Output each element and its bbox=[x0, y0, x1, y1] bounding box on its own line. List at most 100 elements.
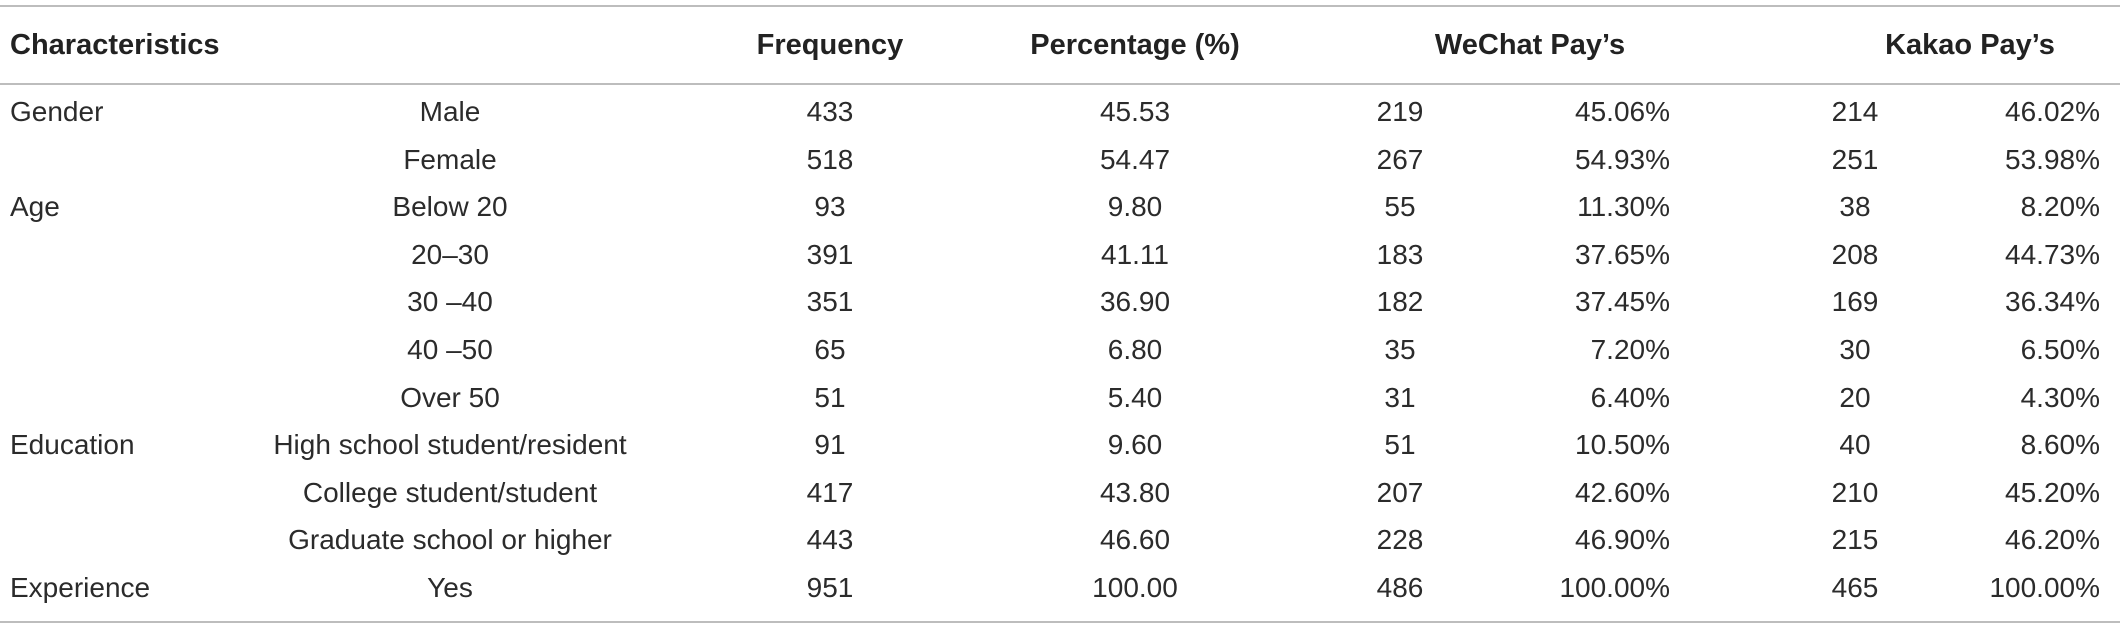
row-category: 40 –50 bbox=[407, 334, 493, 365]
row-category: Yes bbox=[427, 572, 473, 603]
row-wechat-percent: 100.00% bbox=[1559, 572, 1670, 603]
row-group-label: Experience bbox=[10, 572, 151, 603]
row-kakao-percent: 45.20% bbox=[2005, 476, 2100, 508]
row-wechat-percent: 42.60% bbox=[1575, 476, 1670, 508]
row-kakao-percent: 46.20% bbox=[2005, 524, 2100, 556]
table-row: Education High school student/resident 91 9… bbox=[0, 422, 2120, 470]
row-category: High school student/resident bbox=[273, 429, 627, 461]
row-kakao-count: 214 bbox=[1831, 96, 1879, 127]
row-kakao-count: 38 bbox=[1839, 191, 1871, 223]
row-percentage: 100.00 bbox=[1092, 572, 1178, 603]
table-row: 40 –50 65 6.80 35 7.20% 30 6.50% bbox=[0, 327, 2120, 375]
row-percentage: 41.11 bbox=[1101, 238, 1169, 270]
row-percentage: 46.60 bbox=[1099, 524, 1171, 556]
row-kakao-percent: 8.60% bbox=[2020, 429, 2100, 461]
row-kakao-count: 20 bbox=[1839, 381, 1871, 413]
row-wechat-count: 31 bbox=[1384, 381, 1416, 413]
row-wechat-count: 51 bbox=[1384, 429, 1416, 461]
row-group-label: Education bbox=[10, 429, 135, 461]
row-kakao-percent: 53.98% bbox=[2005, 143, 2100, 175]
row-percentage: 45.53 bbox=[1099, 96, 1171, 127]
row-kakao-count: 30 bbox=[1839, 334, 1871, 365]
row-kakao-percent: 36.34% bbox=[2005, 286, 2100, 318]
row-group-label: Gender bbox=[10, 96, 104, 127]
row-frequency: 351 bbox=[806, 286, 854, 318]
row-group-label: Age bbox=[10, 191, 60, 223]
row-kakao-percent: 6.50% bbox=[2020, 334, 2100, 365]
table-row: Gender Male 433 45.53 219 45.06% 214 46.02% bbox=[0, 89, 2120, 137]
row-wechat-count: 55 bbox=[1384, 191, 1416, 223]
table-row: Female 518 54.47 267 54.93% 251 53.98% bbox=[0, 137, 2120, 185]
table-row: 30 –40 351 36.90 182 37.45% 169 36.34% bbox=[0, 279, 2120, 327]
row-percentage: 54.47 bbox=[1099, 143, 1171, 175]
table-row: College student/student 417 43.80 207 42.60%… bbox=[0, 470, 2120, 518]
row-kakao-count: 465 bbox=[1831, 572, 1879, 603]
row-wechat-count: 35 bbox=[1384, 334, 1416, 365]
header-frequency: Frequency bbox=[756, 29, 904, 61]
header-kakao-pay: Kakao Pay’s bbox=[1885, 29, 2055, 61]
row-category: Over 50 bbox=[400, 381, 500, 413]
table-bottom-rule bbox=[0, 621, 2120, 623]
row-wechat-count: 267 bbox=[1376, 143, 1424, 175]
row-category: Graduate school or higher bbox=[288, 524, 612, 556]
table-header-rule bbox=[0, 83, 2120, 85]
table-header-row: Characteristics Frequency Percentage (%)… bbox=[0, 10, 2120, 80]
row-wechat-count: 183 bbox=[1376, 238, 1424, 270]
row-kakao-count: 210 bbox=[1831, 476, 1879, 508]
row-category: Below 20 bbox=[392, 191, 508, 223]
row-frequency: 91 bbox=[814, 429, 846, 461]
row-kakao-percent: 100.00% bbox=[1989, 572, 2100, 603]
row-wechat-percent: 45.06% bbox=[1575, 96, 1670, 127]
row-wechat-count: 207 bbox=[1376, 476, 1424, 508]
row-percentage: 9.80 bbox=[1107, 191, 1163, 223]
header-percentage: Percentage (%) bbox=[1030, 29, 1240, 61]
row-category: Male bbox=[419, 96, 481, 127]
table-top-rule bbox=[0, 5, 2120, 7]
row-wechat-percent: 37.65% bbox=[1575, 238, 1670, 270]
row-wechat-percent: 7.20% bbox=[1590, 334, 1670, 365]
row-kakao-count: 208 bbox=[1831, 238, 1879, 270]
table-row: Graduate school or higher 443 46.60 228 46.9… bbox=[0, 517, 2120, 565]
row-frequency: 518 bbox=[806, 143, 854, 175]
table-row: Over 50 51 5.40 31 6.40% 20 4.30% bbox=[0, 375, 2120, 423]
row-frequency: 51 bbox=[814, 381, 846, 413]
row-kakao-count: 169 bbox=[1831, 286, 1879, 318]
header-characteristics: Characteristics bbox=[10, 29, 220, 61]
row-frequency: 391 bbox=[806, 238, 854, 270]
row-percentage: 6.80 bbox=[1107, 334, 1163, 365]
row-category: College student/student bbox=[302, 476, 598, 508]
row-wechat-percent: 54.93% bbox=[1575, 143, 1670, 175]
row-kakao-percent: 44.73% bbox=[2005, 238, 2100, 270]
row-frequency: 93 bbox=[814, 191, 846, 223]
row-frequency: 951 bbox=[806, 572, 854, 603]
row-wechat-count: 182 bbox=[1376, 286, 1424, 318]
row-frequency: 433 bbox=[806, 96, 854, 127]
row-wechat-percent: 11.30% bbox=[1577, 191, 1670, 223]
row-percentage: 36.90 bbox=[1099, 286, 1171, 318]
row-frequency: 65 bbox=[814, 334, 846, 365]
row-kakao-count: 215 bbox=[1831, 524, 1879, 556]
table-row: Experience Yes 951 100.00 486 100.00% 465 100.0… bbox=[0, 565, 2120, 613]
row-wechat-percent: 37.45% bbox=[1575, 286, 1670, 318]
row-wechat-count: 228 bbox=[1376, 524, 1424, 556]
row-kakao-count: 251 bbox=[1831, 143, 1879, 175]
row-kakao-count: 40 bbox=[1839, 429, 1871, 461]
row-wechat-count: 219 bbox=[1376, 96, 1424, 127]
row-wechat-percent: 6.40% bbox=[1590, 381, 1670, 413]
row-percentage: 9.60 bbox=[1107, 429, 1163, 461]
row-percentage: 5.40 bbox=[1107, 381, 1163, 413]
row-wechat-percent: 46.90% bbox=[1575, 524, 1670, 556]
row-kakao-percent: 4.30% bbox=[2020, 381, 2100, 413]
row-kakao-percent: 46.02% bbox=[2005, 96, 2100, 127]
table-row: Age Below 20 93 9.80 55 11.30% 38 8.20% bbox=[0, 184, 2120, 232]
row-percentage: 43.80 bbox=[1099, 476, 1171, 508]
row-category: 30 –40 bbox=[407, 286, 493, 318]
row-wechat-count: 486 bbox=[1376, 572, 1424, 603]
row-frequency: 417 bbox=[806, 476, 854, 508]
header-wechat-pay: WeChat Pay’s bbox=[1434, 29, 1626, 61]
row-kakao-percent: 8.20% bbox=[2020, 191, 2100, 223]
table-row: 20–30 391 41.11 183 37.65% 208 44.73% bbox=[0, 232, 2120, 280]
row-category: Female bbox=[403, 143, 497, 175]
row-wechat-percent: 10.50% bbox=[1575, 429, 1670, 461]
